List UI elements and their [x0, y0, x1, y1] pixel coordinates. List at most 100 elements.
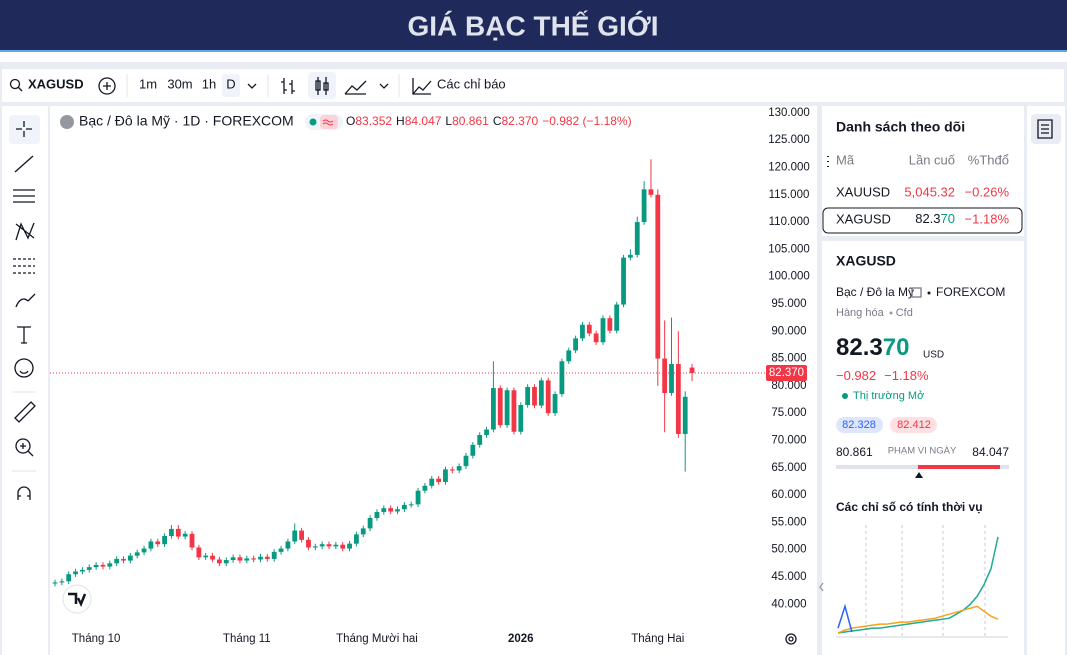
- category: Hàng hóa: [836, 307, 885, 319]
- interval-button[interactable]: 30m: [167, 76, 192, 91]
- y-tick-label: 80.000: [771, 380, 806, 392]
- candle-body: [52, 582, 58, 584]
- add-symbol[interactable]: [98, 77, 116, 95]
- seasonal-line: [837, 536, 999, 634]
- candle-body: [518, 404, 524, 432]
- candle-body: [491, 388, 496, 430]
- candle-body: [545, 380, 551, 414]
- pattern-tool[interactable]: [15, 222, 35, 241]
- exchange: FOREXCOM: [936, 285, 1005, 299]
- interval-dropdown[interactable]: [247, 83, 257, 89]
- fib-tool[interactable]: [13, 189, 35, 203]
- zoom-tool[interactable]: [15, 438, 31, 454]
- indicators-icon[interactable]: [412, 78, 432, 95]
- bar-style[interactable]: [281, 78, 295, 94]
- candle-body: [285, 541, 291, 549]
- candle-body: [73, 571, 78, 575]
- candle-body: [593, 333, 599, 343]
- price-tail: 70: [883, 334, 910, 361]
- candle-body: [114, 558, 120, 564]
- watchlist-last: 82.370: [915, 211, 955, 226]
- ask-pill: [890, 417, 937, 433]
- column-header[interactable]: Lần cuố: [909, 152, 955, 167]
- watchlist-symbol[interactable]: XAGUSD: [836, 211, 891, 226]
- indicators-button[interactable]: Các chỉ báo: [437, 76, 506, 91]
- candle-body: [621, 257, 626, 305]
- candle-body: [470, 444, 476, 456]
- watchlist-symbol[interactable]: XAUUSD: [836, 184, 890, 199]
- candle-body: [210, 555, 215, 560]
- candle-body: [675, 364, 681, 434]
- candle-style[interactable]: [315, 80, 321, 91]
- ohlc-legend: O83.352 H84.047 L80.861 C82.370 −0.982 (−1.1…: [346, 114, 632, 128]
- bid: 82.328: [842, 419, 876, 431]
- interval-button[interactable]: D: [226, 76, 235, 91]
- candle-body: [278, 548, 284, 552]
- candle-body: [223, 560, 229, 564]
- candle-body: [203, 555, 209, 558]
- y-tick-label: 130.000: [768, 107, 810, 119]
- candle-body: [614, 304, 620, 331]
- interval-button[interactable]: 1h: [202, 76, 216, 91]
- candle-body: [607, 318, 613, 331]
- area-style[interactable]: [344, 80, 367, 95]
- prediction-tool[interactable]: [13, 258, 35, 274]
- candle-body: [415, 490, 421, 505]
- bid-pill: [836, 417, 883, 433]
- brush-tool[interactable]: [15, 293, 36, 308]
- watchlist-change: −1.18%: [965, 211, 1010, 226]
- icon-tool[interactable]: [14, 358, 34, 378]
- candle-body: [306, 539, 311, 548]
- candle-body: [511, 390, 517, 432]
- candle-body: [354, 534, 359, 544]
- candle-body: [395, 509, 400, 512]
- ohlc-label: H: [396, 114, 405, 128]
- trend-line-tool[interactable]: [14, 155, 34, 173]
- candle-body: [100, 564, 106, 567]
- symbol-search[interactable]: XAGUSD: [28, 76, 84, 91]
- candle-style: [323, 82, 329, 91]
- selected-row[interactable]: [822, 207, 1023, 234]
- ask: 82.412: [897, 419, 931, 431]
- chart-panel: [50, 106, 817, 655]
- ohlc-value: 82.370: [501, 114, 538, 128]
- settings-icon-center: [788, 636, 794, 642]
- external-link[interactable]: [911, 287, 922, 298]
- x-tick-label: 2026: [508, 633, 534, 645]
- collapse-arrow[interactable]: [819, 582, 824, 592]
- candle-body: [134, 552, 140, 556]
- candle-body: [299, 530, 304, 540]
- details-change: −0.982 −1.18%: [836, 368, 929, 383]
- y-tick-label: 55.000: [771, 516, 806, 528]
- candle-body: [525, 386, 531, 405]
- ohlc-value: 84.047: [405, 114, 442, 128]
- price-tail: 70: [941, 211, 955, 226]
- y-tick-label: 125.000: [768, 134, 810, 146]
- seasonal-title: Các chỉ số có tính thời vụ: [836, 500, 983, 514]
- column-header[interactable]: %Thđổ: [968, 152, 1009, 167]
- style-dropdown[interactable]: [379, 83, 389, 89]
- interval-active-bg: [222, 74, 240, 97]
- interval-button[interactable]: 1m: [139, 76, 157, 91]
- candle-body: [497, 388, 503, 426]
- text-tool[interactable]: [17, 326, 31, 344]
- candle-body: [484, 429, 489, 436]
- y-tick-label: 115.000: [769, 189, 810, 201]
- x-tick-label: Tháng Mười hai: [336, 633, 418, 645]
- watchlist-toggle[interactable]: [1037, 119, 1053, 139]
- candle-body: [80, 569, 85, 572]
- crosshair-tool[interactable]: [16, 121, 32, 137]
- candle-body: [264, 556, 270, 559]
- candle-body: [175, 528, 181, 537]
- y-tick-label: 40.000: [771, 598, 806, 610]
- settings-icon[interactable]: [785, 633, 797, 645]
- ohlc-label: C: [493, 114, 502, 128]
- ohlc-change: −0.982 (−1.18%): [542, 114, 631, 128]
- seasonal-guides: [865, 525, 986, 637]
- price-main: 82.3: [915, 211, 940, 226]
- candle-body: [436, 478, 441, 482]
- column-header[interactable]: Mã: [836, 152, 855, 167]
- magnet-tool[interactable]: [17, 486, 31, 500]
- ruler-tool[interactable]: [14, 401, 36, 423]
- search-icon[interactable]: [9, 78, 21, 90]
